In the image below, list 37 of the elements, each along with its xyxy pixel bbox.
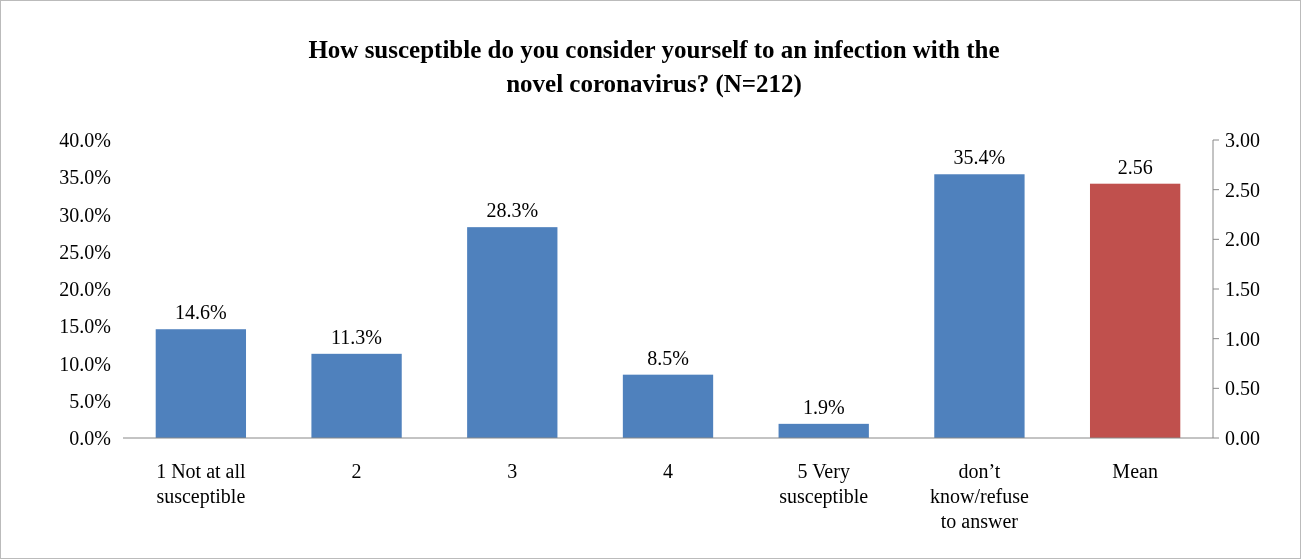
x-tick-label: Mean [1112,460,1158,482]
y-tick-label: 5.0% [69,389,111,412]
y2-tick-label: 0.00 [1225,427,1260,449]
data-label: 35.4% [953,146,1006,169]
data-label: 28.3% [486,199,539,222]
data-label: 11.3% [331,325,383,348]
y-tick-label: 35.0% [59,166,111,189]
x-tick-label: don’t know/refuse to answer [930,460,1029,532]
y2-tick-label: 0.50 [1225,377,1260,400]
bar [467,227,558,438]
y2-tick-label: 2.00 [1225,228,1260,251]
data-label: 1.9% [802,395,845,418]
x-tick-label: 5 Very susceptible [779,460,869,508]
chart-title: How susceptible do you consider yourself to an infection with the novel coronavirus? (N=212) [308,36,1000,98]
data-label: 14.6% [175,301,227,324]
x-tick-label: 4 [663,460,673,482]
y-tick-label: 0.0% [69,427,111,449]
data-label: 2.56 [1117,155,1153,178]
bar [934,174,1025,438]
bar [622,374,714,438]
bar [311,353,402,438]
y-tick-label: 10.0% [59,352,111,375]
x-tick-label: 2 [351,460,362,482]
x-tick-label: 1 Not at all susceptible [156,460,247,508]
bar [155,329,247,438]
y2-tick-label: 3.00 [1225,129,1260,151]
bar [778,423,869,438]
y-tick-label: 40.0% [59,129,111,151]
y-tick-label: 30.0% [59,203,111,226]
y2-tick-label: 2.50 [1225,178,1260,201]
y-tick-label: 25.0% [59,240,111,263]
y2-tick-label: 1.00 [1225,327,1260,350]
y-tick-label: 15.0% [59,315,111,338]
data-label: 8.5% [647,346,689,369]
x-tick-label: 3 [507,460,518,482]
y2-tick-label: 1.50 [1225,278,1260,300]
y-tick-label: 20.0% [59,278,111,300]
